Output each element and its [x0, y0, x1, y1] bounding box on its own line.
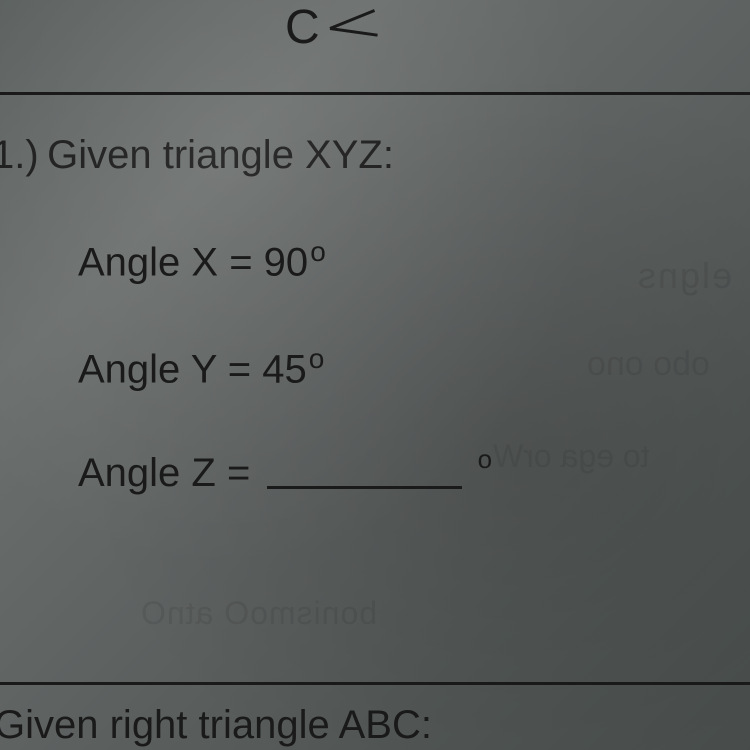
degree-symbol: o: [310, 236, 326, 267]
angle-mark-icon: [330, 0, 385, 35]
angle-y-text: Angle Y = 45: [78, 348, 307, 392]
answer-blank[interactable]: [267, 486, 462, 489]
angle-x-line: Angle X = 90o: [78, 236, 750, 285]
vertex-label-c: C: [285, 0, 320, 55]
angle-z-line: Angle Z = o: [78, 451, 750, 496]
question-prompt-line: 1.) Given triangle XYZ:: [0, 133, 750, 178]
degree-symbol: o: [309, 343, 325, 374]
question-number: 1.): [0, 133, 39, 177]
next-problem-text: Given right triangle ABC:: [0, 703, 432, 747]
degree-symbol: o: [478, 444, 492, 474]
previous-problem-section: C: [0, 0, 750, 95]
question-prompt: Given triangle XYZ:: [47, 133, 394, 177]
next-problem-partial: Given right triangle ABC:: [0, 685, 750, 748]
angle-z-prefix: Angle Z =: [78, 451, 250, 495]
angle-y-line: Angle Y = 45o: [78, 343, 750, 392]
bleed-through-text-4: bonismoO atnO: [140, 595, 377, 632]
angle-x-text: Angle X = 90: [78, 240, 308, 284]
